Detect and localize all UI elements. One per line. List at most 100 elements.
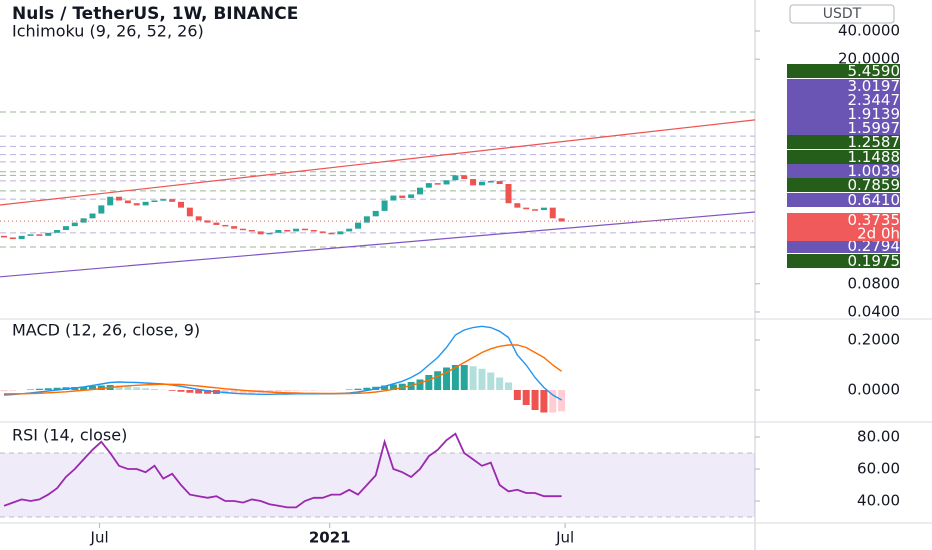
histogram-bar xyxy=(133,387,141,390)
price-level-label: 1.9139 xyxy=(848,105,901,123)
histogram-bar xyxy=(389,384,397,390)
price-level-label: 5.4590 xyxy=(848,62,901,80)
candle xyxy=(346,228,353,232)
candle xyxy=(169,199,176,202)
y-tick-label: 0.2000 xyxy=(848,331,901,349)
candle xyxy=(62,226,69,231)
candle xyxy=(266,232,273,235)
histogram-bar xyxy=(345,389,353,390)
candle xyxy=(284,230,291,232)
histogram-bar xyxy=(274,390,282,392)
candle xyxy=(390,195,397,201)
y-tick-label: 0.0400 xyxy=(848,302,901,320)
histogram-bar xyxy=(177,390,185,392)
histogram-bar xyxy=(531,390,539,410)
histogram-bar xyxy=(186,390,194,393)
y-tick-label: 20.0000 xyxy=(838,50,900,68)
histogram-bar xyxy=(540,390,548,413)
indicator-title: Ichimoku (9, 26, 52, 26) xyxy=(12,22,204,41)
histogram-bar xyxy=(124,386,132,390)
histogram-bar xyxy=(416,379,424,390)
chart-title: Nuls / TetherUS, 1W, BINANCE xyxy=(12,4,298,24)
candle xyxy=(408,194,415,198)
countdown: 2d 0h xyxy=(857,225,900,243)
histogram-bar xyxy=(434,371,442,390)
x-tick-label: Jul xyxy=(555,529,574,547)
candle xyxy=(301,228,308,231)
histogram-bar xyxy=(142,388,150,390)
histogram-bar xyxy=(239,390,247,394)
candle xyxy=(107,196,114,206)
histogram-bar xyxy=(354,388,362,390)
candle xyxy=(98,205,105,214)
price-level-label: 2.3447 xyxy=(848,91,901,109)
candle xyxy=(195,216,202,221)
price-level-label-bg xyxy=(787,64,900,78)
candle xyxy=(71,222,78,227)
candle xyxy=(540,207,547,211)
histogram-bar xyxy=(266,390,274,393)
histogram-bar xyxy=(425,375,433,390)
candle xyxy=(142,201,149,206)
price-level-label-bg xyxy=(787,254,900,268)
histogram-bar xyxy=(301,390,309,391)
candle xyxy=(151,200,158,202)
y-tick-label: 40.00 xyxy=(857,492,900,510)
candle xyxy=(461,175,468,180)
y-tick-label: 40.0000 xyxy=(838,21,900,39)
y-tick-label: 0.0000 xyxy=(848,381,901,399)
candle xyxy=(337,231,344,235)
histogram-bar xyxy=(487,372,495,390)
histogram-bar xyxy=(88,386,96,390)
candle xyxy=(478,181,485,186)
candle xyxy=(293,228,300,232)
candle xyxy=(124,200,131,204)
histogram-bar xyxy=(97,385,105,390)
histogram-bar xyxy=(451,365,459,390)
histogram-bar xyxy=(522,390,530,405)
price-level-label: 0.6410 xyxy=(848,191,901,209)
candle xyxy=(80,218,87,223)
candle xyxy=(532,209,539,211)
histogram-bar xyxy=(168,390,176,391)
candle xyxy=(133,203,140,206)
price-level-label: 0.1975 xyxy=(848,252,901,270)
histogram-bar xyxy=(549,390,557,413)
last-price-label: 0.3735 xyxy=(848,211,901,229)
indicator-line xyxy=(4,344,563,395)
candle xyxy=(36,234,43,236)
histogram-bar xyxy=(80,386,88,390)
candle xyxy=(372,210,379,217)
histogram-bar xyxy=(363,387,371,390)
price-level-label: 1.2587 xyxy=(848,133,901,151)
histogram-bar xyxy=(53,387,61,390)
candle xyxy=(257,231,264,235)
candle xyxy=(452,175,459,181)
trendline xyxy=(0,211,756,278)
price-level-label-bg xyxy=(787,239,900,253)
price-level-label-bg xyxy=(787,79,900,93)
price-level-label: 1.1488 xyxy=(848,148,901,166)
candle xyxy=(27,234,34,236)
price-level-label-bg xyxy=(787,107,900,121)
histogram-bar xyxy=(310,390,318,391)
histogram-bar xyxy=(115,385,123,390)
price-level-label: 1.0039 xyxy=(848,162,901,180)
histogram-bar xyxy=(443,367,451,390)
histogram-bar xyxy=(558,390,566,412)
currency-box[interactable] xyxy=(789,4,895,24)
histogram-bar xyxy=(195,390,203,394)
candle xyxy=(434,183,441,185)
candle xyxy=(319,231,326,233)
candle xyxy=(505,184,512,204)
histogram-bar xyxy=(44,388,52,390)
histogram-bar xyxy=(460,365,468,390)
candle xyxy=(186,207,193,217)
price-level-label-bg xyxy=(787,121,900,135)
price-level-label-bg xyxy=(787,193,900,207)
candle xyxy=(487,181,494,183)
histogram-bar xyxy=(35,388,43,390)
candle xyxy=(381,200,388,211)
histogram-bar xyxy=(150,389,158,390)
